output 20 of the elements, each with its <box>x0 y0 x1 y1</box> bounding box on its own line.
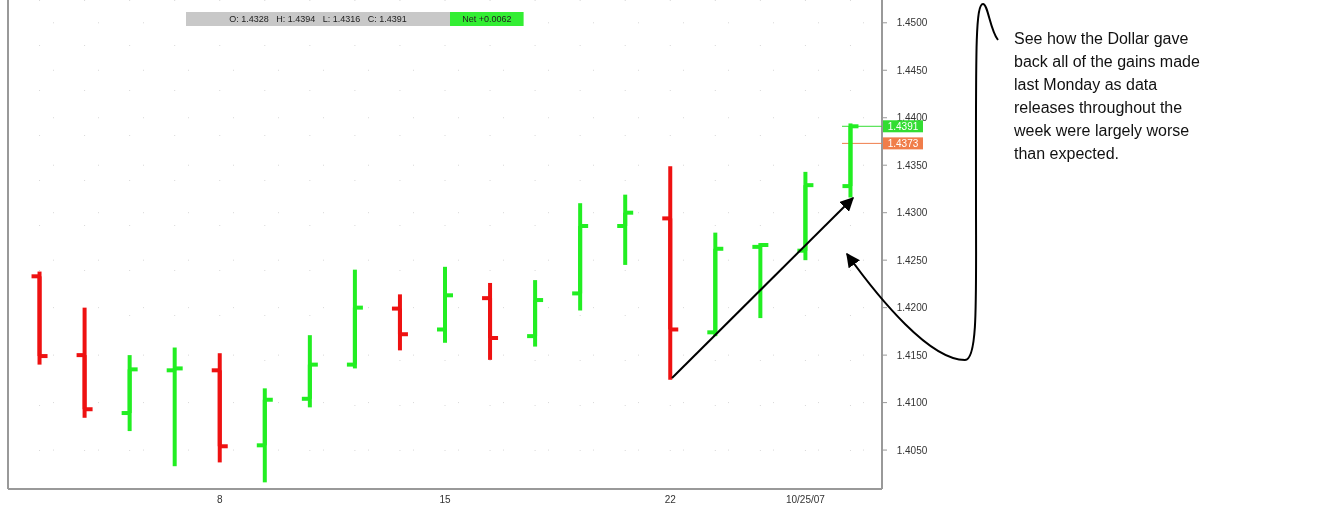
y-tick-label: 1.4500 <box>896 17 928 29</box>
ref-line-label: 1.4373 <box>887 137 919 149</box>
ref-line-label: 1.4391 <box>887 120 919 132</box>
y-tick-label: 1.4300 <box>896 207 928 219</box>
y-tick-label: 1.4200 <box>896 302 928 314</box>
x-tick-label: 22 <box>664 494 677 505</box>
net-change-box: Net +0.0062 <box>450 12 524 26</box>
y-tick-label: 1.4150 <box>896 349 928 361</box>
x-tick-label: 8 <box>216 494 223 505</box>
x-tick-label: 15 <box>439 494 451 505</box>
y-tick-label: 1.4450 <box>896 64 928 76</box>
annotation: Net +0.0062 <box>462 14 512 25</box>
y-tick-label: 1.4250 <box>896 254 928 266</box>
text: See how the Dollar gave back all of the gains made last Monday as data releases throughout the week were largely worse than expected. <box>1013 30 1200 162</box>
price-info-box: O: 1.4328 H: 1.4394 L: 1.4316 C: 1.4391 <box>186 12 450 26</box>
annotation: O: 1.4328 H: 1.4394 L: 1.4316 C: 1.4391 <box>229 14 407 25</box>
y-tick-label: 1.4350 <box>896 159 928 171</box>
x-tick-label: 10/25/07 <box>785 494 826 505</box>
y-tick-label: 1.4050 <box>896 444 928 456</box>
y-tick-label: 1.4100 <box>896 397 928 409</box>
